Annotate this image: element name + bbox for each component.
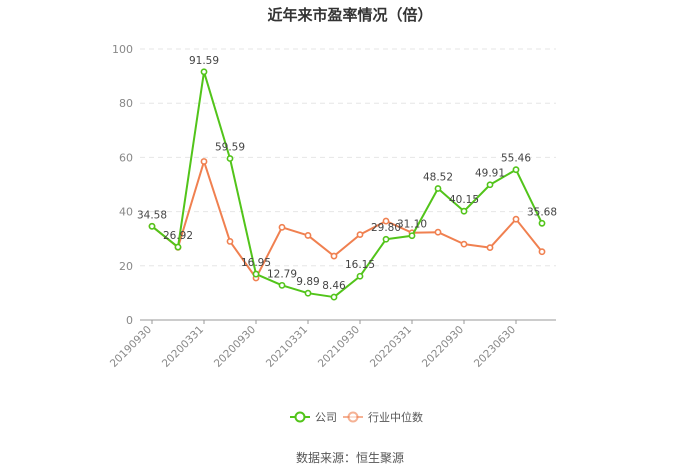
data-point <box>460 240 468 248</box>
data-label: 34.58 <box>137 209 167 221</box>
series-layer <box>148 68 546 301</box>
data-label: 40.15 <box>449 194 479 206</box>
legend: 公司 行业中位数 <box>290 410 423 424</box>
data-point <box>226 238 234 245</box>
data-label: 8.46 <box>322 280 346 292</box>
x-tick-label: 20220930 <box>420 324 466 370</box>
x-tick-label: 20210331 <box>264 324 310 370</box>
data-point <box>382 235 390 243</box>
data-label: 16.95 <box>241 257 271 269</box>
series-line <box>151 70 543 299</box>
data-point <box>252 270 260 278</box>
data-label: 16.15 <box>345 259 375 271</box>
y-tick-label: 0 <box>126 314 133 327</box>
data-point <box>512 166 520 174</box>
data-point <box>538 219 546 227</box>
data-point <box>278 223 286 231</box>
data-point <box>330 252 338 260</box>
x-tick-label: 20220331 <box>368 324 414 370</box>
x-tick-label: 20200930 <box>212 324 258 370</box>
data-label: 26.92 <box>163 230 193 242</box>
data-label: 59.59 <box>215 142 245 154</box>
legend-marker-industry <box>347 411 359 423</box>
data-point <box>538 248 546 256</box>
legend-label-industry: 行业中位数 <box>368 410 423 424</box>
data-source: 数据来源：恒生聚源 <box>295 451 404 465</box>
data-point <box>304 289 312 297</box>
data-point <box>486 181 494 189</box>
y-tick-label: 100 <box>112 43 133 56</box>
y-tick-label: 80 <box>119 97 133 110</box>
series-line <box>151 160 543 279</box>
data-point <box>486 244 494 252</box>
grid-lines <box>140 48 556 267</box>
data-label: 55.46 <box>501 153 531 165</box>
data-point <box>174 243 182 251</box>
legend-marker-company <box>294 411 306 423</box>
data-point <box>512 215 520 223</box>
data-label: 29.80 <box>371 222 401 234</box>
data-label: 48.52 <box>423 172 453 184</box>
legend-label-company: 公司 <box>315 411 337 424</box>
data-point <box>278 281 286 289</box>
data-point <box>330 293 338 301</box>
data-point <box>434 228 442 236</box>
y-tick-label: 20 <box>119 260 133 273</box>
data-point <box>304 232 312 239</box>
x-tick-label: 20210930 <box>316 324 362 370</box>
data-point <box>356 272 364 280</box>
data-label: 31.10 <box>397 219 427 231</box>
data-label: 35.68 <box>527 206 557 218</box>
data-point <box>356 231 364 239</box>
x-tick-label: 20200331 <box>160 324 206 370</box>
data-label: 49.91 <box>475 168 505 180</box>
x-tick-label: 20190930 <box>108 324 154 370</box>
chart-title: 近年来市盈率情况（倍） <box>267 6 433 24</box>
data-point <box>408 232 416 240</box>
data-label: 12.79 <box>267 268 297 280</box>
data-label: 9.89 <box>296 276 319 288</box>
data-point <box>200 158 208 165</box>
data-point <box>226 155 234 162</box>
data-label: 91.59 <box>189 55 219 67</box>
data-point <box>382 217 390 225</box>
y-tick-label: 40 <box>119 206 133 219</box>
data-point <box>434 185 442 192</box>
data-point <box>460 207 468 215</box>
x-tick-label: 20230630 <box>472 324 518 370</box>
y-tick-label: 60 <box>119 151 133 164</box>
data-point <box>148 222 156 230</box>
data-point <box>200 68 208 76</box>
